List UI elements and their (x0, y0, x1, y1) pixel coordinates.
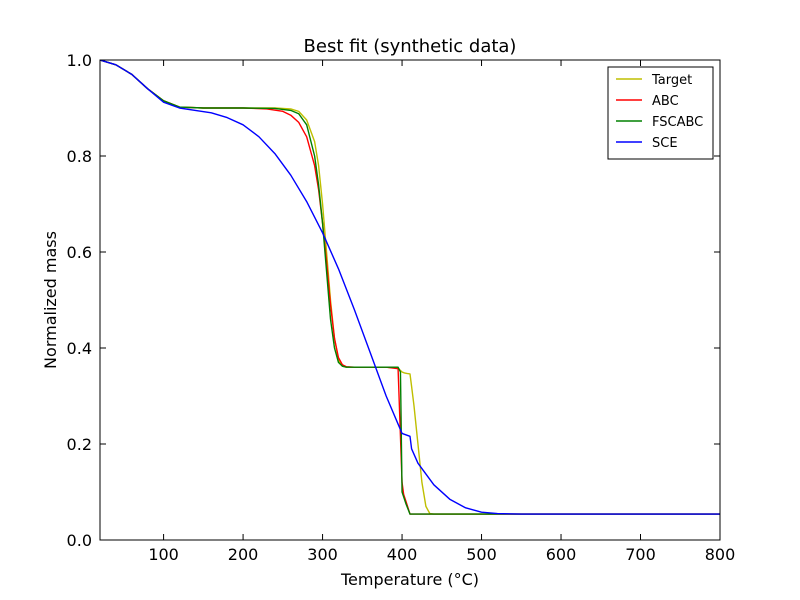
y-tick-label: 0.4 (67, 339, 92, 358)
x-tick-label: 800 (705, 545, 736, 564)
x-axis-label: Temperature (°C) (340, 570, 479, 589)
x-tick-label: 400 (387, 545, 418, 564)
x-tick-label: 700 (625, 545, 656, 564)
x-tick-label: 200 (228, 545, 259, 564)
y-tick-label: 0.2 (67, 435, 92, 454)
chart-title: Best fit (synthetic data) (304, 36, 517, 57)
x-tick-label: 500 (466, 545, 497, 564)
legend-box (607, 66, 714, 160)
y-tick-label: 0.6 (67, 243, 92, 262)
legend: Target ABC FSCABC SCE (607, 66, 714, 160)
y-tick-label: 0.8 (67, 147, 92, 166)
legend-label-sce: SCE (652, 136, 678, 151)
y-axis-label: Normalized mass (41, 231, 60, 369)
legend-label-abc: ABC (652, 94, 679, 109)
series-lines (100, 60, 720, 515)
y-tick-label: 1.0 (67, 51, 92, 70)
x-tick-label: 100 (148, 545, 179, 564)
series-line-sce (100, 60, 720, 515)
series-line-fscabc (100, 60, 720, 515)
x-tick-label: 600 (546, 545, 577, 564)
legend-label-fscabc: FSCABC (652, 115, 703, 130)
legend-label-target: Target (651, 73, 692, 88)
y-tick-label: 0.0 (67, 531, 92, 550)
plot-frame (99, 59, 721, 541)
plot-area: 100 200 300 400 500 600 700 800 0.0 0.2 0.4 0.6 0.8 1… (67, 51, 736, 564)
x-tick-label: 300 (307, 545, 338, 564)
